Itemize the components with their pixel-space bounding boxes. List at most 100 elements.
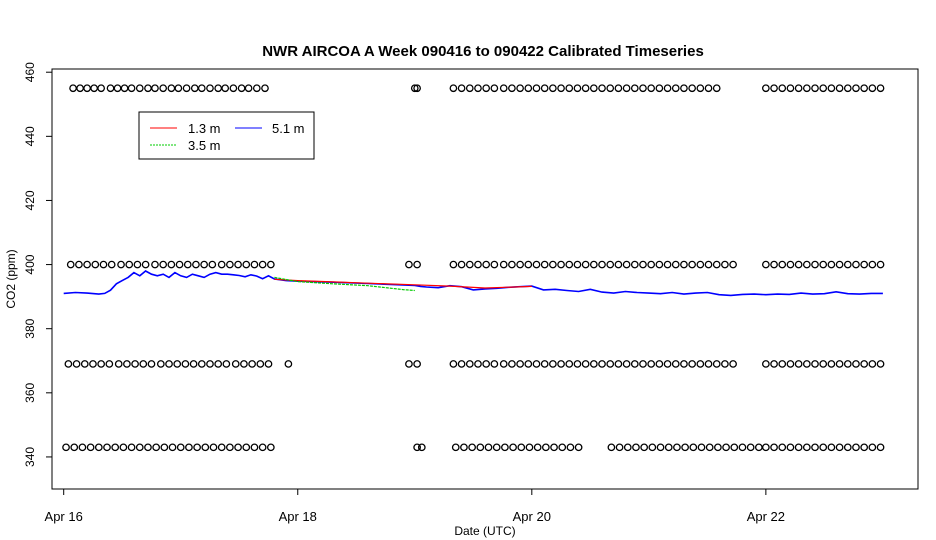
data-point: [664, 443, 673, 452]
data-point: [681, 443, 689, 452]
data-point: [234, 260, 242, 269]
data-point: [99, 260, 108, 269]
data-point: [105, 360, 114, 368]
data-point: [517, 443, 526, 452]
data-point: [565, 360, 574, 368]
data-point: [229, 84, 238, 93]
data-point: [802, 260, 811, 269]
data-point: [566, 443, 575, 452]
data-point: [688, 260, 696, 269]
data-point: [499, 360, 508, 368]
data-point: [264, 360, 273, 368]
data-point: [860, 260, 869, 269]
data-point: [135, 443, 144, 452]
data-point: [181, 360, 190, 368]
data-point: [234, 443, 242, 452]
data-point: [762, 260, 770, 269]
data-point: [135, 84, 144, 93]
data-point: [516, 260, 524, 269]
data-point: [639, 360, 647, 368]
data-point: [819, 360, 828, 368]
data-point: [606, 260, 615, 269]
data-point: [532, 360, 541, 368]
data-point: [64, 360, 73, 368]
data-point: [151, 84, 159, 93]
y-axis-label: CO2 (ppm): [4, 249, 18, 308]
data-point: [655, 260, 664, 269]
legend-box: [138, 111, 315, 160]
data-point: [794, 443, 803, 452]
data-point: [607, 443, 616, 452]
data-point: [231, 360, 240, 368]
data-point: [266, 260, 275, 269]
data-point: [630, 260, 639, 269]
data-point: [738, 443, 747, 452]
data-point: [860, 360, 869, 368]
x-tick-label: Apr 22: [747, 509, 785, 524]
data-point: [647, 84, 656, 93]
data-point: [111, 443, 120, 452]
data-point: [474, 360, 482, 368]
data-point: [468, 443, 476, 452]
data-point: [508, 360, 516, 368]
data-point: [261, 84, 269, 93]
data-point: [226, 443, 234, 452]
data-point: [655, 360, 664, 368]
data-point: [197, 360, 206, 368]
data-point: [663, 260, 672, 269]
data-point: [240, 360, 248, 368]
data-point: [573, 84, 582, 93]
data-point: [501, 443, 509, 452]
data-point: [705, 443, 714, 452]
data-point: [843, 360, 852, 368]
data-point: [802, 443, 811, 452]
data-point: [811, 260, 819, 269]
data-point: [141, 260, 150, 269]
data-point: [655, 84, 664, 93]
data-point: [508, 260, 516, 269]
data-point: [680, 260, 688, 269]
data-point: [103, 443, 111, 452]
data-point: [827, 84, 836, 93]
data-point: [89, 360, 97, 368]
data-point: [630, 84, 639, 93]
data-point: [876, 360, 885, 368]
data-point: [794, 360, 803, 368]
data-point: [598, 260, 606, 269]
data-point: [786, 260, 795, 269]
data-point: [78, 443, 87, 452]
data-point: [573, 260, 582, 269]
data-point: [159, 84, 168, 93]
data-point: [614, 84, 623, 93]
data-point: [565, 84, 574, 93]
data-point: [499, 260, 508, 269]
legend-label-3-5m: 3.5 m: [188, 138, 221, 153]
data-point: [770, 84, 778, 93]
data-point: [770, 443, 778, 452]
data-point: [156, 360, 165, 368]
x-axis: Apr 16 Apr 18 Apr 20 Apr 22: [45, 489, 785, 524]
data-point: [75, 260, 83, 269]
data-point: [533, 443, 542, 452]
data-point: [252, 84, 261, 93]
data-point: [532, 260, 541, 269]
data-point: [185, 443, 193, 452]
data-point: [266, 443, 275, 452]
data-point: [860, 84, 869, 93]
data-point: [835, 260, 844, 269]
data-point: [704, 360, 713, 368]
data-point: [696, 260, 705, 269]
data-point: [524, 84, 533, 93]
data-point: [811, 84, 819, 93]
data-point: [819, 84, 828, 93]
data-point: [206, 84, 214, 93]
data-point: [606, 84, 615, 93]
data-point: [550, 443, 558, 452]
data-point: [117, 260, 125, 269]
data-point: [623, 443, 632, 452]
data-point: [94, 443, 103, 452]
data-point: [70, 443, 79, 452]
data-point: [413, 260, 421, 269]
data-point: [868, 260, 877, 269]
